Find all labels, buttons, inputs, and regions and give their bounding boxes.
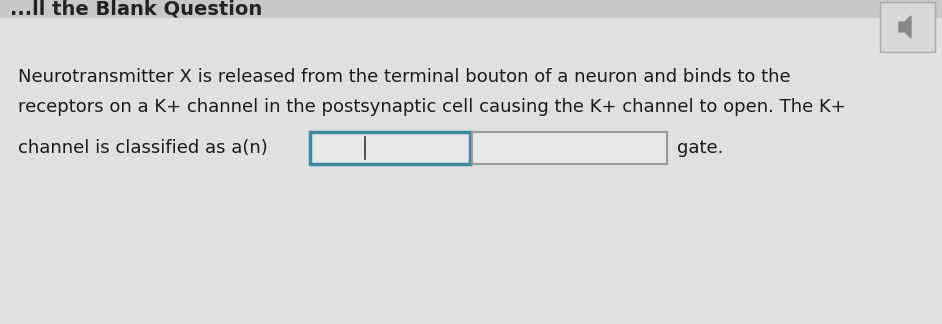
Polygon shape — [899, 16, 911, 38]
Text: receptors on a K+ channel in the postsynaptic cell causing the K+ channel to ope: receptors on a K+ channel in the postsyn… — [18, 98, 846, 116]
Bar — [880, 2, 935, 52]
Text: Neurotransmitter X is released from the terminal bouton of a neuron and binds to: Neurotransmitter X is released from the … — [18, 68, 790, 86]
Bar — [310, 132, 470, 164]
Text: gate.: gate. — [677, 139, 723, 157]
Text: ...ll the Blank Question: ...ll the Blank Question — [10, 0, 262, 18]
Text: channel is classified as a(n): channel is classified as a(n) — [18, 139, 268, 157]
Bar — [0, 0, 942, 18]
Bar — [472, 132, 667, 164]
